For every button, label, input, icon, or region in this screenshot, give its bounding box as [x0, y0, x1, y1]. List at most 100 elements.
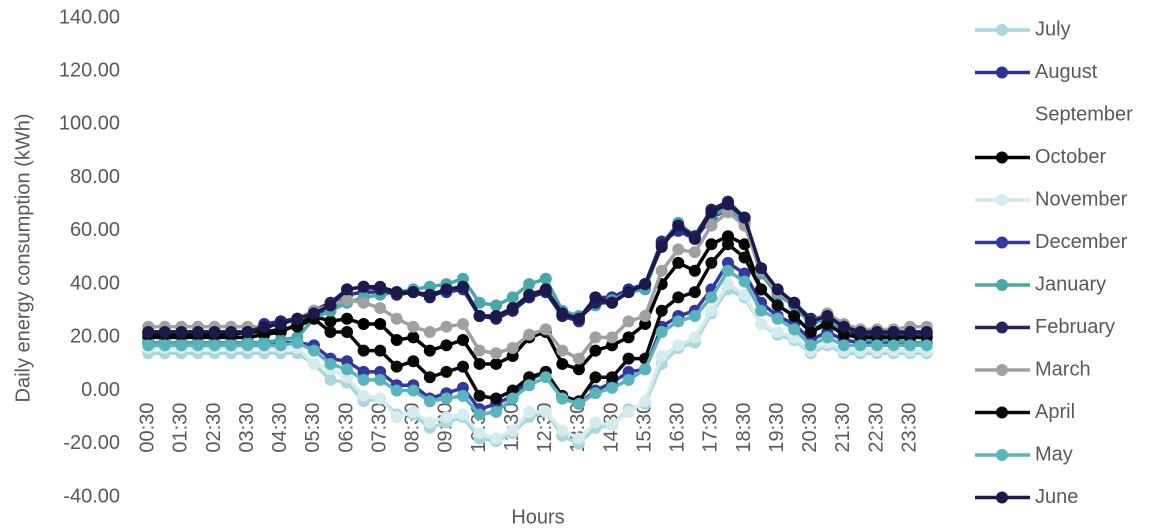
data-point	[357, 373, 370, 386]
data-point	[821, 331, 834, 344]
data-point	[705, 304, 718, 317]
data-point	[721, 264, 734, 277]
data-point	[357, 318, 370, 331]
data-point	[506, 341, 519, 354]
data-point	[324, 315, 337, 328]
data-point	[688, 246, 701, 259]
data-point	[655, 264, 668, 277]
y-tick-label: 80.00	[70, 166, 120, 188]
data-point	[407, 286, 420, 299]
data-point	[258, 320, 271, 333]
data-point	[423, 326, 436, 339]
x-tick-label: 02:30	[203, 403, 225, 453]
data-point	[622, 373, 635, 386]
data-point	[374, 318, 387, 331]
data-point	[390, 312, 403, 325]
data-point	[821, 310, 834, 323]
data-point	[688, 331, 701, 344]
data-point	[589, 344, 602, 357]
data-point	[473, 357, 486, 370]
data-point	[738, 251, 751, 264]
data-point	[771, 283, 784, 296]
data-point	[523, 405, 536, 418]
data-point	[357, 344, 370, 357]
data-point	[456, 333, 469, 346]
data-point	[407, 405, 420, 418]
data-point	[440, 411, 453, 424]
data-point	[307, 307, 320, 320]
data-point	[705, 219, 718, 232]
data-point	[423, 288, 436, 301]
data-point	[490, 432, 503, 445]
legend-label: August	[1035, 61, 1098, 83]
data-point	[523, 379, 536, 392]
data-point	[390, 360, 403, 373]
data-point	[456, 280, 469, 293]
data-point	[158, 339, 171, 352]
data-point	[705, 206, 718, 219]
data-point	[920, 339, 933, 352]
data-point	[672, 243, 685, 256]
y-tick-label: -20.00	[63, 432, 120, 454]
data-point	[374, 392, 387, 405]
data-point	[407, 355, 420, 368]
data-point	[539, 405, 552, 418]
data-point	[655, 326, 668, 339]
data-point	[556, 424, 569, 437]
data-point	[589, 371, 602, 384]
data-point	[606, 371, 619, 384]
data-point	[407, 384, 420, 397]
data-point	[258, 339, 271, 352]
data-point	[688, 264, 701, 277]
data-point	[788, 296, 801, 309]
data-point	[622, 286, 635, 299]
data-point	[854, 339, 867, 352]
data-point	[672, 291, 685, 304]
data-point	[556, 344, 569, 357]
data-point	[639, 278, 652, 291]
data-point	[423, 344, 436, 357]
data-point	[721, 278, 734, 291]
data-point	[473, 427, 486, 440]
data-point	[523, 328, 536, 341]
data-point	[539, 272, 552, 285]
data-point	[705, 256, 718, 269]
data-point	[672, 315, 685, 328]
x-tick-label: 15:30	[633, 403, 655, 453]
data-point	[440, 392, 453, 405]
data-point	[539, 371, 552, 384]
data-point	[556, 307, 569, 320]
data-point	[142, 339, 155, 352]
legend-marker	[996, 279, 1008, 291]
data-point	[357, 280, 370, 293]
data-point	[490, 310, 503, 323]
data-point	[788, 323, 801, 336]
data-point	[241, 326, 254, 339]
data-point	[771, 299, 784, 312]
data-point	[407, 320, 420, 333]
data-point	[407, 331, 420, 344]
data-point	[804, 339, 817, 352]
y-tick-label: -40.00	[63, 485, 120, 507]
data-point	[241, 339, 254, 352]
y-tick-label: 0.00	[81, 379, 120, 401]
data-point	[324, 373, 337, 386]
data-point	[606, 296, 619, 309]
x-tick-label: 21:30	[832, 403, 854, 453]
data-point	[572, 352, 585, 365]
data-point	[738, 238, 751, 251]
data-point	[175, 339, 188, 352]
legend-marker	[996, 364, 1008, 376]
data-point	[854, 326, 867, 339]
data-point	[688, 286, 701, 299]
data-point	[804, 326, 817, 339]
data-point	[572, 397, 585, 410]
data-point	[606, 331, 619, 344]
legend-label: September	[1035, 103, 1133, 125]
data-point	[490, 347, 503, 360]
data-point	[142, 326, 155, 339]
data-point	[473, 408, 486, 421]
data-point	[622, 315, 635, 328]
data-point	[341, 294, 354, 307]
